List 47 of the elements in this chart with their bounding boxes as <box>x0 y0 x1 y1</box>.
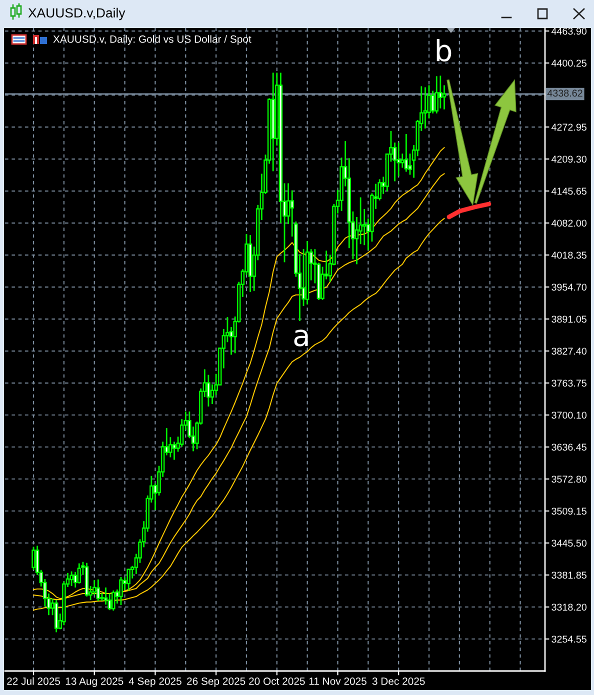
y-tick-label: 4018.35 <box>551 252 586 259</box>
x-tick-label: 4 Sep 2025 <box>128 678 182 687</box>
candlestick <box>73 571 78 588</box>
text: XAUUSD.v, Daily: Gold vs US Dollar / Spot <box>53 35 252 45</box>
y-tick-label: 4272.95 <box>551 124 586 131</box>
x-tick-label: 22 Jul 2025 <box>7 677 60 685</box>
candlestick <box>434 76 438 114</box>
x-tick-label: 13 Aug 2025 <box>66 678 124 687</box>
x-tick-label: 20 Oct 2025 <box>249 678 305 685</box>
y-tick-label: 4209.30 <box>551 156 587 163</box>
candlestick <box>172 441 176 460</box>
x-tick-label: 3 Dec 2025 <box>372 678 425 685</box>
candlestick <box>126 568 130 592</box>
annotation: b <box>436 38 452 62</box>
candlestick <box>430 90 435 114</box>
y-tick-label: 3763.75 <box>552 380 586 387</box>
candlestick <box>96 578 100 602</box>
x-tick-label: 26 Sep 2025 <box>187 678 246 687</box>
y-tick-label: 3318.20 <box>552 604 587 611</box>
candlestick <box>70 570 74 587</box>
candlestick <box>438 75 442 110</box>
y-tick-label: 3381.85 <box>552 572 586 579</box>
candlestick <box>442 84 446 110</box>
candlestick <box>32 546 36 571</box>
candlestick <box>112 590 116 612</box>
y-tick-label: 4145.65 <box>551 188 586 195</box>
y-tick-label: 3445.50 <box>552 540 587 547</box>
y-tick-label: 4463.90 <box>551 28 587 35</box>
candlestick <box>119 576 123 606</box>
y-tick-label: 3700.10 <box>552 412 587 419</box>
annotation: a <box>294 330 308 346</box>
y-tick-label: 4400.25 <box>551 60 586 67</box>
candlestick <box>404 133 408 172</box>
y-tick-label: 3254.55 <box>552 636 586 643</box>
y-tick-label: 3636.45 <box>552 444 586 451</box>
candlestick <box>423 86 428 130</box>
y-tick-label: 3509.15 <box>552 508 586 515</box>
candlestick <box>77 562 82 584</box>
ref-line-label: 4338.62 <box>547 90 582 97</box>
y-tick-label: 3827.40 <box>552 348 587 355</box>
y-tick-label: 3954.70 <box>552 284 587 291</box>
x-tick-label: 11 Nov 2025 <box>309 678 366 685</box>
y-tick-label: 3891.05 <box>552 316 586 323</box>
y-tick-label: 3572.80 <box>552 476 587 483</box>
chart-title: XAUUSD.v,Daily <box>28 8 126 20</box>
y-tick-label: 4082.00 <box>551 220 587 227</box>
candlestick <box>400 152 404 168</box>
